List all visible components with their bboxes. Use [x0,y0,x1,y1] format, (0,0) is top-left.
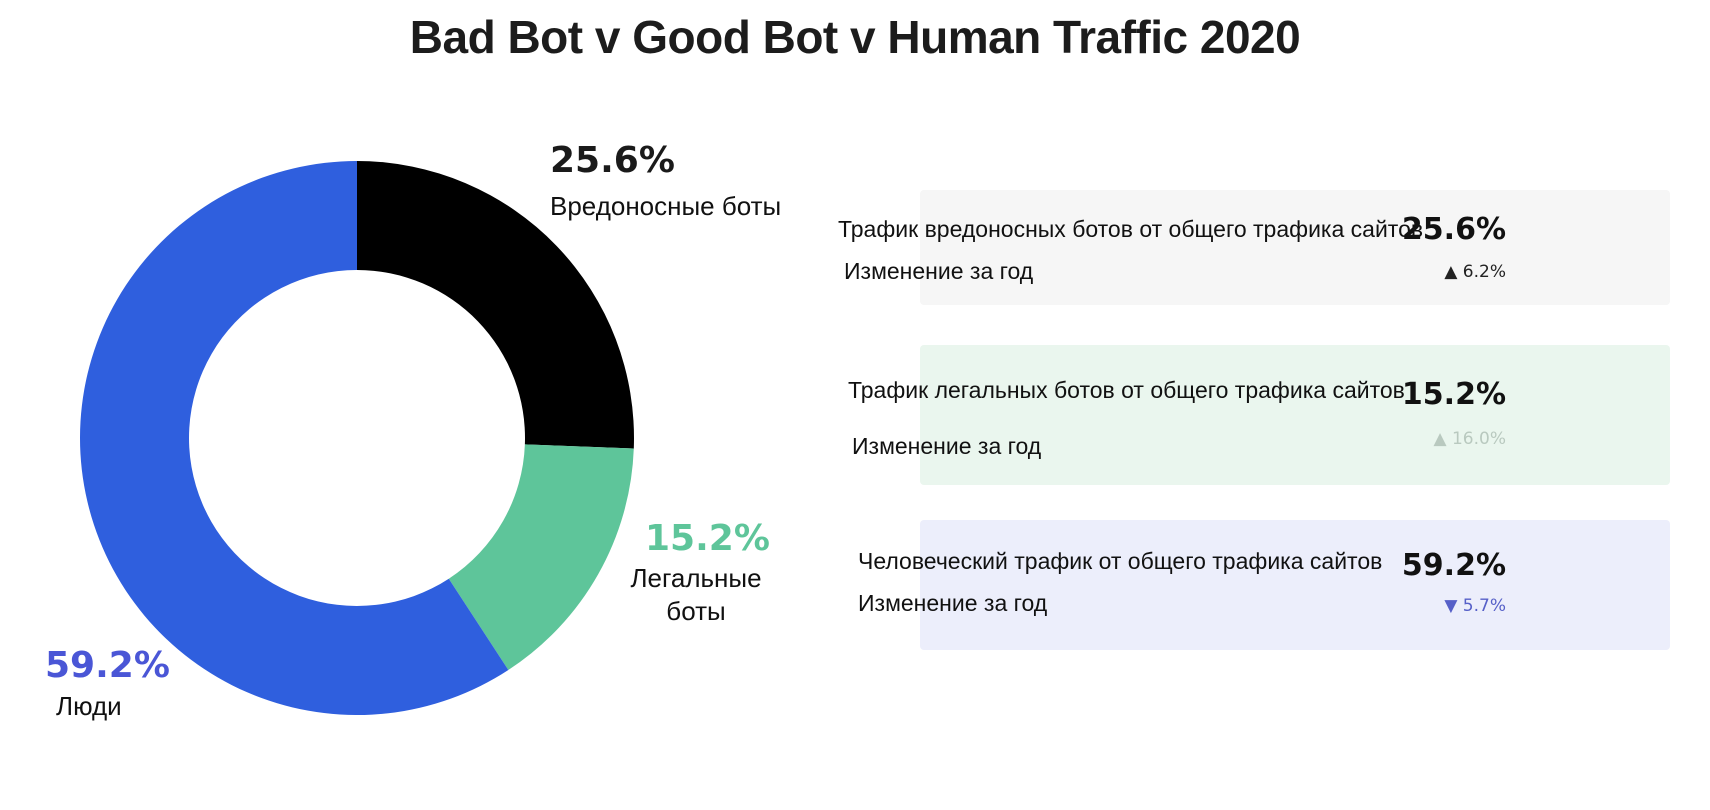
stat-card-good-bots: Трафик легальных ботов от общего трафика… [848,345,1670,485]
slice-good-bots [448,444,634,670]
bad-bots-label: Вредоносные боты [550,191,782,221]
humans-percent: 59.2% [45,645,170,686]
card-change-label: Изменение за год [858,590,1048,616]
card-value: 25.6% [1401,212,1506,247]
slice-humans [79,161,509,715]
good-bots-label: Легальные боты [628,562,764,627]
slice-bad-bots [357,161,634,449]
stat-card-humans: Человеческий трафик от общего трафика са… [858,520,1670,650]
humans-label: Люди [56,691,122,721]
card-title: Трафик вредоносных ботов от общего трафи… [838,216,1424,242]
card-value: 15.2% [1401,377,1506,412]
card-title: Трафик легальных ботов от общего трафика… [848,377,1405,403]
donut-chart [79,161,634,715]
card-value: 59.2% [1401,548,1506,583]
card-title: Человеческий трафик от общего трафика са… [858,548,1383,574]
good-bots-label-line1: Легальные [630,563,762,593]
card-change-value: ▲ 6.2% [1444,262,1506,282]
card-change-label: Изменение за год [852,433,1042,459]
card-change-label: Изменение за год [844,258,1034,284]
card-change-value: ▲ 16.0% [1433,429,1506,449]
stat-card-bad-bots: Трафик вредоносных ботов от общего трафи… [838,190,1670,305]
card-change-value: ▼ 5.7% [1444,596,1506,616]
good-bots-label-line2: боты [666,595,726,626]
bad-bots-percent: 25.6% [550,140,675,181]
chart-title: Bad Bot v Good Bot v Human Traffic 2020 [409,11,1301,63]
good-bots-percent: 15.2% [645,518,770,559]
